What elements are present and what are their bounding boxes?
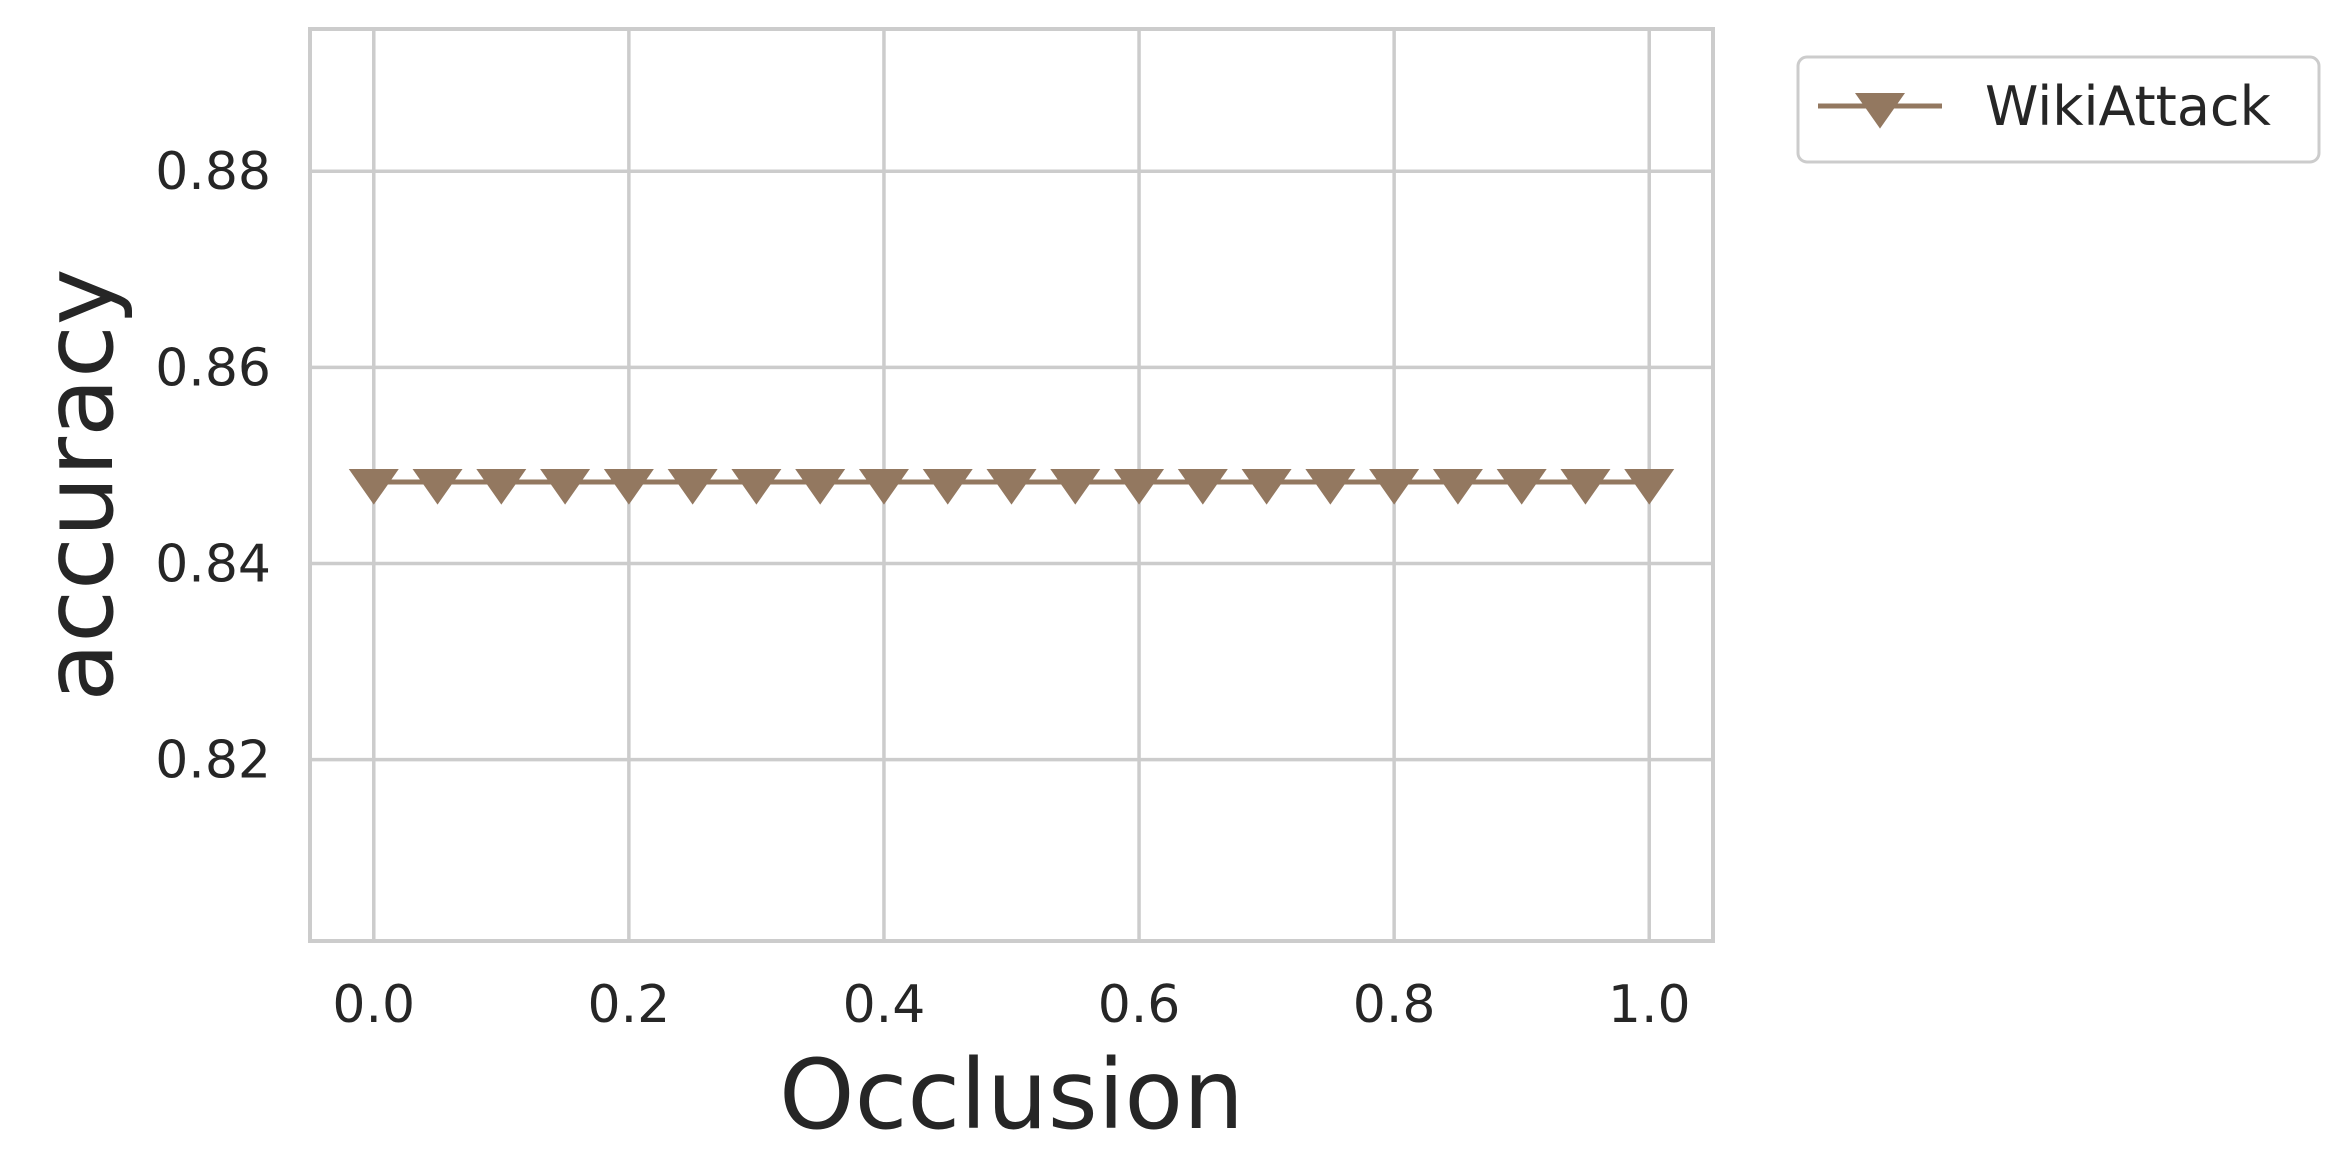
data-point-marker xyxy=(1432,468,1483,505)
data-point-marker xyxy=(1177,468,1228,505)
data-point-marker xyxy=(858,468,909,505)
data-point-marker xyxy=(1241,468,1292,505)
legend-label: WikiAttack xyxy=(1985,75,2272,138)
x-tick-label: 0.0 xyxy=(332,975,415,1035)
data-point-marker xyxy=(667,468,718,505)
data-point-marker xyxy=(795,468,846,505)
data-point-marker xyxy=(540,468,591,505)
legend: WikiAttack xyxy=(1796,55,2321,164)
legend-triangle-down-marker xyxy=(1855,92,1905,129)
data-point-marker xyxy=(1624,468,1675,505)
y-axis-title: accuracy xyxy=(23,268,135,701)
x-tick-label: 0.6 xyxy=(1098,975,1181,1035)
data-point-marker xyxy=(348,468,399,505)
data-point-marker xyxy=(1305,468,1356,505)
data-point-marker xyxy=(1560,468,1611,505)
legend-frame xyxy=(1796,55,2321,164)
y-tick-label: 0.88 xyxy=(155,142,271,202)
y-tick-label: 0.82 xyxy=(155,731,271,791)
data-point-marker xyxy=(731,468,782,505)
data-point-marker xyxy=(1369,468,1420,505)
x-tick-label: 0.2 xyxy=(588,975,671,1035)
data-point-marker xyxy=(603,468,654,505)
x-tick-label: 0.4 xyxy=(843,975,926,1035)
data-point-marker xyxy=(986,468,1037,505)
x-tick-label: 0.8 xyxy=(1353,975,1436,1035)
data-point-marker xyxy=(1050,468,1101,505)
data-point-marker xyxy=(476,468,527,505)
y-tick-label: 0.84 xyxy=(155,534,271,594)
y-tick-label: 0.86 xyxy=(155,338,271,398)
tick-labels: 0.0 0.2 0.4 0.6 0.8 1.0 0.82 0.84 0.86 0.88 xyxy=(155,142,1690,1035)
x-axis-title: Occlusion xyxy=(779,1039,1244,1151)
data-point-marker xyxy=(1114,468,1165,505)
data-point-marker xyxy=(922,468,973,505)
x-tick-label: 1.0 xyxy=(1608,975,1691,1035)
data-point-marker xyxy=(1496,468,1547,505)
plot-area-frame xyxy=(308,27,1715,943)
series-layer xyxy=(348,468,1675,505)
data-point-marker xyxy=(412,468,463,505)
